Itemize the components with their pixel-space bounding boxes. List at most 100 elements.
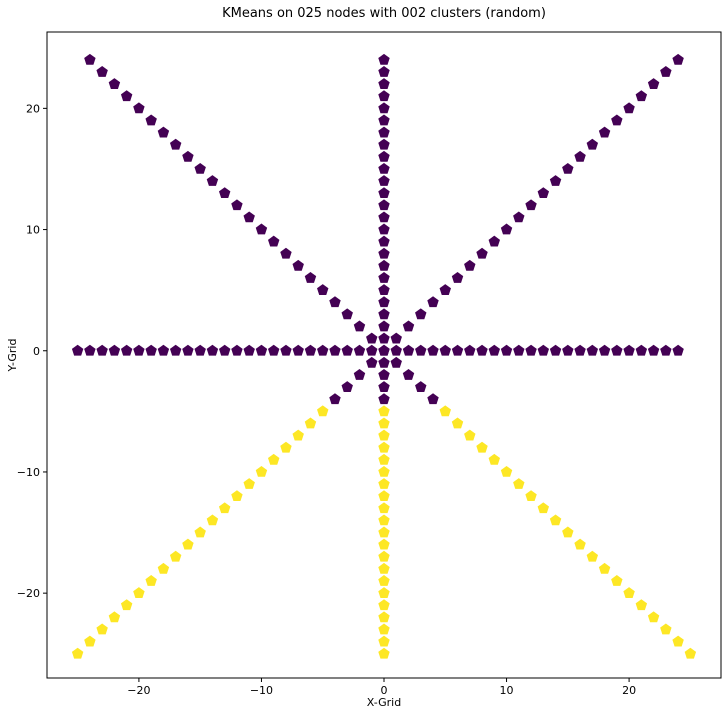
data-point [390,356,402,368]
data-point [108,78,121,89]
data-point [268,453,280,465]
data-point [280,247,292,259]
data-point [500,223,513,235]
y-axis-label: Y-Grid [6,339,19,373]
data-point [304,272,317,283]
data-point [84,635,96,647]
data-point [133,102,145,114]
data-point [218,502,231,514]
data-point [562,344,574,356]
data-point [500,465,513,477]
data-point [194,344,206,356]
data-point [464,259,476,271]
y-tick-label: 20 [26,102,40,115]
data-point [378,150,390,162]
data-point [378,320,390,332]
data-point [157,562,170,574]
data-point [378,453,390,465]
data-point [647,78,660,89]
data-point [635,599,648,611]
data-point [255,344,268,356]
data-point [366,344,378,356]
data-point [341,344,353,356]
data-point [120,90,133,102]
data-point [378,102,390,114]
data-point [415,344,427,356]
data-point [378,296,390,308]
data-point [378,356,390,368]
data-point [378,90,390,102]
data-point [145,575,157,586]
data-point [378,235,390,247]
data-point [611,575,623,586]
data-point [280,344,292,356]
data-point [574,344,586,356]
data-point [378,405,390,417]
data-point [292,259,304,271]
data-point [96,623,108,635]
data-point [402,320,415,332]
data-point [390,344,402,356]
data-point [513,211,525,223]
data-point [255,465,268,477]
data-point [672,344,684,356]
data-point [549,344,562,356]
data-point [378,259,390,271]
data-point [292,344,304,356]
data-point [378,199,390,211]
data-point [304,417,317,429]
data-point [84,53,96,65]
data-point [133,344,145,356]
data-point [84,344,96,356]
data-point [292,429,304,441]
x-tick-label: 10 [500,684,514,697]
data-point [194,162,206,174]
data-point [329,344,341,356]
y-tick-label: −20 [17,587,40,600]
data-point [378,53,390,65]
data-point [378,623,390,635]
points-layer [71,53,697,659]
data-point [537,502,550,514]
data-point [120,344,133,356]
data-point [378,478,390,489]
data-point [378,502,390,514]
data-point [353,369,366,380]
data-point [157,344,170,356]
data-point [598,562,611,574]
data-point [415,381,427,392]
data-point [378,381,390,392]
data-point [378,647,390,659]
data-point [451,417,464,429]
data-point [378,66,390,77]
data-point [378,162,390,174]
data-point [317,405,329,417]
data-point [378,538,390,550]
data-point [402,344,415,356]
data-point [378,429,390,441]
data-point [169,550,182,562]
data-point [488,344,500,356]
data-point [635,344,648,356]
data-point [341,381,353,392]
x-axis-label: X-Grid [367,696,401,709]
data-point [378,587,390,599]
data-point [415,308,427,320]
data-point [145,114,157,126]
y-tick-label: 10 [26,224,40,237]
data-point [439,284,451,296]
data-point [378,211,390,223]
data-point [598,344,611,356]
data-point [243,211,255,223]
data-point [647,611,660,623]
data-point [218,187,231,199]
data-point [439,344,451,356]
data-point [549,175,562,186]
data-point [378,138,390,150]
data-point [194,526,206,538]
data-point [206,175,219,186]
data-point [476,344,488,356]
data-point [672,635,684,647]
data-point [108,344,121,356]
